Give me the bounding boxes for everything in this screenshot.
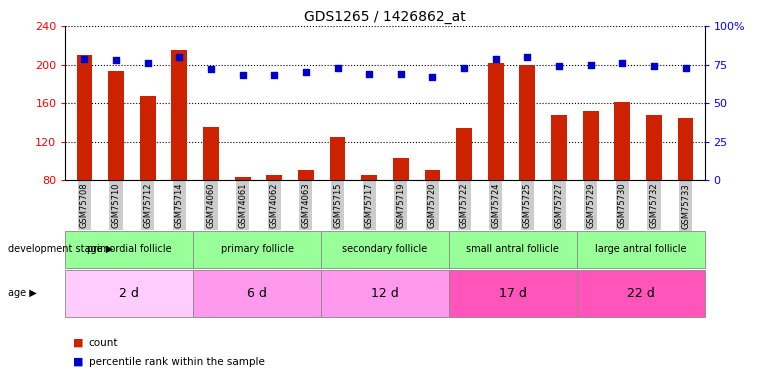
- Point: [331, 65, 343, 71]
- Point: [521, 54, 534, 60]
- Bar: [330, 137, 346, 180]
- Point: [553, 63, 565, 69]
- Text: small antral follicle: small antral follicle: [467, 244, 559, 254]
- Bar: [393, 158, 409, 180]
- Point: [616, 60, 628, 66]
- Text: percentile rank within the sample: percentile rank within the sample: [89, 357, 264, 367]
- Point: [110, 57, 122, 63]
- Bar: [614, 102, 630, 180]
- Bar: [488, 63, 504, 180]
- Bar: [646, 115, 662, 180]
- Bar: [203, 127, 219, 180]
- Text: primordial follicle: primordial follicle: [87, 244, 172, 254]
- Text: 6 d: 6 d: [247, 287, 267, 300]
- Point: [490, 56, 502, 62]
- Point: [142, 60, 154, 66]
- Bar: [172, 50, 187, 180]
- Bar: [361, 175, 377, 180]
- Text: development stage ▶: development stage ▶: [8, 244, 113, 254]
- Bar: [76, 55, 92, 180]
- Bar: [551, 115, 567, 180]
- Text: primary follicle: primary follicle: [221, 244, 293, 254]
- Point: [173, 54, 186, 60]
- Title: GDS1265 / 1426862_at: GDS1265 / 1426862_at: [304, 10, 466, 24]
- Bar: [678, 117, 694, 180]
- Point: [79, 56, 91, 62]
- Text: 2 d: 2 d: [119, 287, 139, 300]
- Bar: [424, 170, 440, 180]
- Point: [584, 62, 597, 68]
- Bar: [108, 71, 124, 180]
- Bar: [456, 128, 472, 180]
- Text: age ▶: age ▶: [8, 288, 36, 298]
- Bar: [298, 170, 314, 180]
- Point: [236, 72, 249, 78]
- Text: 22 d: 22 d: [627, 287, 654, 300]
- Bar: [520, 64, 535, 180]
- Bar: [266, 175, 282, 180]
- Text: secondary follicle: secondary follicle: [343, 244, 427, 254]
- Point: [363, 71, 375, 77]
- Point: [427, 74, 439, 80]
- Bar: [140, 96, 156, 180]
- Point: [205, 66, 217, 72]
- Point: [458, 65, 470, 71]
- Point: [648, 63, 660, 69]
- Point: [300, 69, 312, 75]
- Point: [268, 72, 280, 78]
- Text: 17 d: 17 d: [499, 287, 527, 300]
- Bar: [235, 177, 250, 180]
- Text: large antral follicle: large antral follicle: [595, 244, 686, 254]
- Text: ■: ■: [73, 357, 84, 367]
- Point: [395, 71, 407, 77]
- Text: ■: ■: [73, 338, 84, 348]
- Point: [679, 65, 691, 71]
- Text: 12 d: 12 d: [371, 287, 399, 300]
- Bar: [583, 111, 598, 180]
- Text: count: count: [89, 338, 118, 348]
